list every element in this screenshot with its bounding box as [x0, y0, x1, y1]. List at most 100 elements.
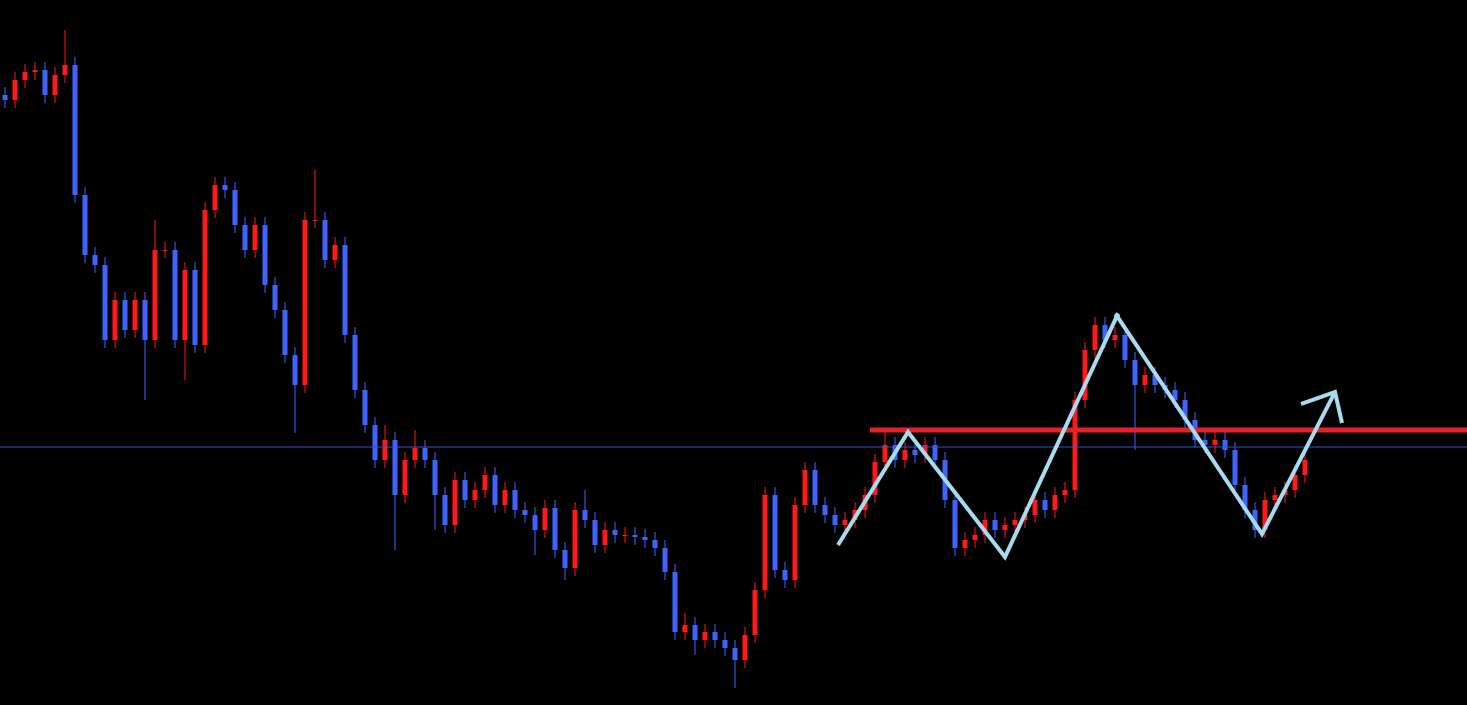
candle-body	[922, 445, 928, 455]
candle-body	[492, 475, 498, 505]
candle-body	[252, 225, 258, 250]
candle-body	[152, 250, 158, 340]
candle-body	[802, 470, 808, 505]
candle-body	[962, 540, 968, 548]
candle-body	[872, 462, 878, 495]
candle-body	[322, 220, 328, 260]
candle-body	[482, 475, 488, 490]
candle-body	[112, 300, 118, 340]
candle-body	[972, 535, 978, 540]
candle-body	[842, 520, 848, 525]
candle-body	[822, 505, 828, 515]
candle-body	[452, 480, 458, 525]
candle-body	[372, 425, 378, 460]
candle-body	[32, 70, 38, 72]
candle-body	[1122, 335, 1128, 360]
candle-body	[132, 300, 138, 330]
candle-body	[362, 390, 368, 425]
pattern-zigzag	[836, 311, 1337, 561]
candle-body	[612, 530, 618, 535]
candle-body	[182, 270, 188, 340]
candle-body	[622, 535, 628, 536]
candle-body	[782, 570, 788, 580]
candle-body	[1142, 375, 1148, 385]
candle-body	[442, 495, 448, 525]
candle-body	[832, 515, 838, 525]
candle-body	[1032, 500, 1038, 515]
candle-body	[92, 255, 98, 265]
candle-body	[882, 445, 888, 462]
candle-body	[272, 285, 278, 310]
candle-body	[102, 265, 108, 340]
candle-body	[912, 450, 918, 455]
candle-body	[302, 220, 308, 385]
candle-body	[122, 300, 128, 330]
candle-body	[392, 440, 398, 495]
candle-body	[632, 535, 638, 537]
candle-body	[162, 250, 168, 251]
candle-body	[1272, 495, 1278, 500]
candle-body	[952, 500, 958, 548]
candle-body	[422, 448, 428, 460]
candle-body	[332, 245, 338, 260]
candle-body	[602, 530, 608, 545]
candle-body	[1002, 525, 1008, 530]
candle-body	[62, 65, 68, 75]
candle-body	[502, 490, 508, 505]
candle-body	[1292, 475, 1298, 490]
candle-body	[742, 635, 748, 660]
candle-body	[282, 310, 288, 355]
candle-body	[992, 520, 998, 530]
candle-body	[242, 225, 248, 250]
candle-body	[192, 270, 198, 345]
levels	[0, 427, 1467, 448]
candle-body	[1042, 500, 1048, 510]
candle-body	[532, 515, 538, 530]
candle-body	[72, 65, 78, 195]
candle-body	[702, 632, 708, 640]
candle-body	[1012, 520, 1018, 525]
candle-body	[512, 490, 518, 510]
candle-body	[762, 495, 768, 590]
candle-body	[552, 508, 558, 550]
candle-body	[312, 220, 318, 221]
candle-body	[982, 520, 988, 535]
candle-body	[652, 540, 658, 548]
candle-body	[1062, 490, 1068, 495]
candle-body	[42, 70, 48, 95]
candle-body	[202, 210, 208, 345]
candle-body	[642, 537, 648, 540]
candle-body	[402, 460, 408, 495]
candle-body	[1232, 450, 1238, 485]
candle-body	[2, 95, 8, 100]
candle-body	[932, 445, 938, 460]
candle-body	[1092, 325, 1098, 350]
candle-body	[562, 550, 568, 568]
candle-body	[1202, 440, 1208, 445]
candle-body	[22, 72, 28, 80]
candle-body	[772, 495, 778, 570]
candle-body	[172, 250, 178, 340]
candle-body	[732, 648, 738, 660]
candle-body	[812, 470, 818, 505]
candle-body	[902, 450, 908, 460]
candle-body	[582, 510, 588, 520]
candle-body	[712, 632, 718, 640]
pattern-peak	[1114, 313, 1120, 319]
candle-body	[722, 640, 728, 648]
candle-body	[472, 490, 478, 500]
candle-body	[672, 572, 678, 632]
candle-body	[592, 520, 598, 545]
candle-body	[412, 448, 418, 460]
candle-body	[232, 190, 238, 225]
candle-body	[462, 480, 468, 500]
candle-body	[222, 185, 228, 190]
candle-body	[212, 185, 218, 210]
candle-body	[572, 510, 578, 568]
candle-body	[382, 440, 388, 460]
candle-body	[1262, 500, 1268, 530]
arrow-head	[1300, 389, 1344, 424]
candle-body	[292, 355, 298, 385]
